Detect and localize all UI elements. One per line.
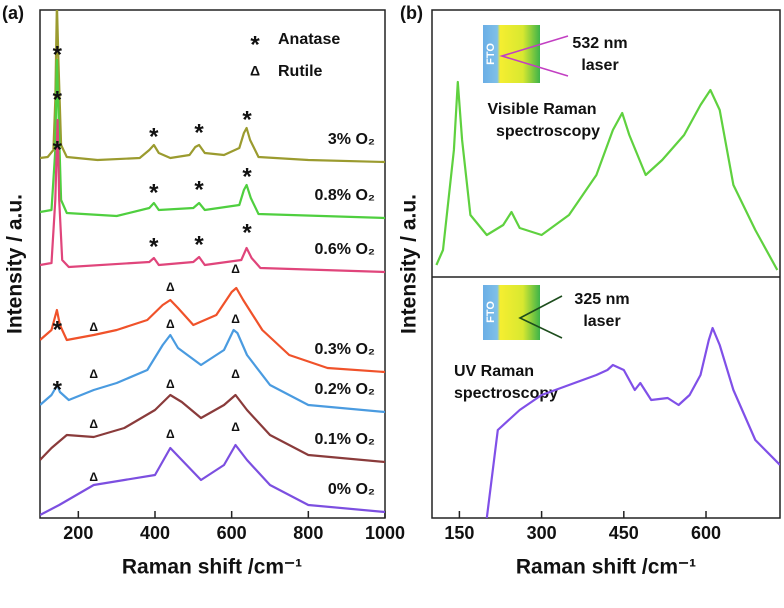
x-tick-label: 300 <box>527 523 557 543</box>
substrate-label: FTO <box>485 301 497 323</box>
legend-symbol: Δ <box>250 63 260 79</box>
peak-marker: * <box>149 179 159 206</box>
technique-label: spectroscopy <box>454 385 558 402</box>
peak-marker: * <box>53 376 63 403</box>
spectrum-line <box>40 286 385 374</box>
peak-marker: * <box>242 106 252 133</box>
spectrum-line <box>40 10 385 164</box>
x-tick-label: 200 <box>63 523 93 543</box>
spectrum-line <box>485 326 780 518</box>
technique-label: UV Raman <box>454 363 534 380</box>
peak-marker: * <box>194 119 204 146</box>
peak-marker: Δ <box>231 312 240 326</box>
laser-label: 325 nm <box>574 291 629 308</box>
x-axis-label: Raman shift /cm⁻¹ <box>122 556 302 579</box>
fto-layer <box>483 25 540 83</box>
laser-arrow <box>499 35 569 77</box>
peak-marker: Δ <box>231 262 240 276</box>
spectrum-line <box>40 328 385 414</box>
legend-symbol: * <box>250 31 260 58</box>
plot-area <box>435 80 780 518</box>
peak-marker: * <box>242 219 252 246</box>
legend-label: Anatase <box>278 31 340 48</box>
technique-label: Visible Raman <box>487 101 596 118</box>
series-label: 0.1% O₂ <box>315 431 375 448</box>
peak-marker: Δ <box>166 317 175 331</box>
peak-marker: Δ <box>231 420 240 434</box>
x-tick-label: 450 <box>609 523 639 543</box>
peak-marker: * <box>53 41 63 68</box>
x-tick-label: 1000 <box>365 523 405 543</box>
series-label: 3% O₂ <box>328 131 375 148</box>
peak-marker: * <box>53 136 63 163</box>
peak-marker: * <box>194 176 204 203</box>
inset-visible: FTO 532 nm laser Visible Raman spectrosc… <box>483 25 628 140</box>
peak-marker: * <box>53 86 63 113</box>
spectrum-line <box>435 80 779 271</box>
peak-marker: Δ <box>166 280 175 294</box>
peak-marker: * <box>53 316 63 343</box>
x-tick-label: 600 <box>691 523 721 543</box>
laser-label: 532 nm <box>572 35 627 52</box>
plot-area <box>40 10 385 516</box>
peak-marker: * <box>149 233 159 260</box>
inset-uv: FTO 325 nm laser UV Raman spectroscopy <box>454 285 630 402</box>
peak-marker: Δ <box>231 367 240 381</box>
laser-label: laser <box>581 57 618 74</box>
y-axis-label: Intensity / a.u. <box>398 194 421 334</box>
laser-label: laser <box>583 313 620 330</box>
peak-marker: Δ <box>166 377 175 391</box>
y-axis-label: Intensity / a.u. <box>4 194 27 334</box>
peak-marker: * <box>194 231 204 258</box>
peak-marker: * <box>149 123 159 150</box>
legend-label: Rutile <box>278 63 323 80</box>
panel-label: (a) <box>2 3 24 23</box>
substrate-label: FTO <box>485 43 497 65</box>
peak-marker: Δ <box>89 320 98 334</box>
series-label: 0.6% O₂ <box>315 241 375 258</box>
x-tick-label: 150 <box>444 523 474 543</box>
spectrum-line <box>40 118 385 274</box>
panel-label: (b) <box>400 3 423 23</box>
peak-marker: Δ <box>166 427 175 441</box>
spectrum-line <box>40 393 385 464</box>
laser-arrow <box>518 295 563 339</box>
x-axis-label: Raman shift /cm⁻¹ <box>516 556 696 579</box>
plot-frame-b <box>431 9 781 519</box>
x-tick-label: 400 <box>140 523 170 543</box>
series-label: 0% O₂ <box>328 481 375 498</box>
peak-marker: Δ <box>89 470 98 484</box>
technique-label: spectroscopy <box>496 123 600 140</box>
series-label: 0.8% O₂ <box>315 187 375 204</box>
series-label: 0.2% O₂ <box>315 381 375 398</box>
spectrum-line <box>40 443 385 516</box>
x-tick-label: 800 <box>293 523 323 543</box>
peak-marker: Δ <box>89 417 98 431</box>
peak-marker: * <box>242 163 252 190</box>
x-tick-label: 600 <box>217 523 247 543</box>
peak-marker: Δ <box>89 367 98 381</box>
series-label: 0.3% O₂ <box>315 341 375 358</box>
spectrum-line <box>40 58 385 220</box>
